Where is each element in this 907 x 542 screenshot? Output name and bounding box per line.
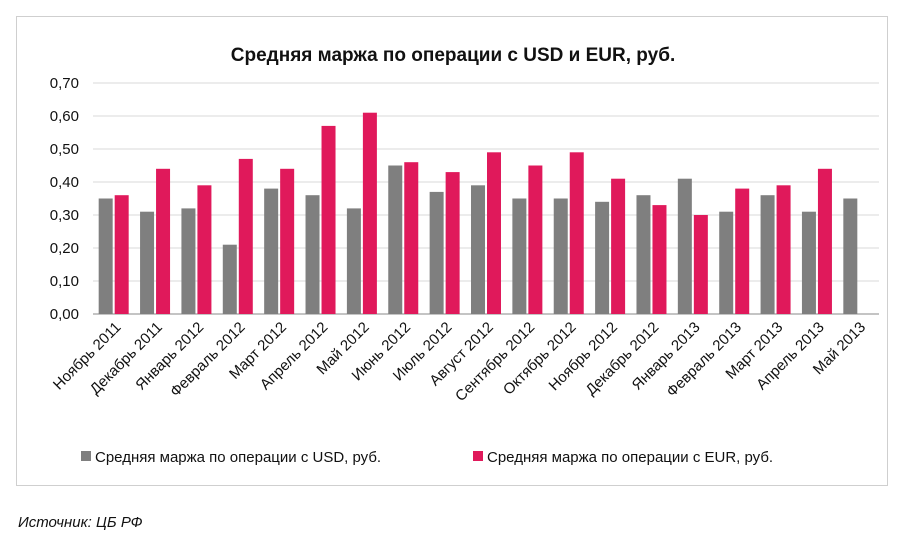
bar-eur bbox=[487, 152, 501, 314]
bar-usd bbox=[305, 195, 320, 314]
legend-swatch-eur bbox=[473, 451, 483, 461]
bar-usd bbox=[719, 211, 734, 314]
bar-eur bbox=[197, 185, 212, 314]
legend-label-eur: Средняя маржа по операции с EUR, руб. bbox=[487, 449, 773, 466]
bar-eur bbox=[569, 152, 584, 314]
bar-eur bbox=[362, 112, 377, 314]
bar-usd bbox=[98, 198, 113, 314]
bar-usd bbox=[388, 165, 403, 314]
bar-usd bbox=[636, 195, 651, 314]
y-tick-label: 0,30 bbox=[50, 207, 79, 224]
bar-eur bbox=[652, 205, 667, 314]
bar-chart: Средняя маржа по операции с USD и EUR, р… bbox=[50, 45, 879, 466]
bar-usd bbox=[801, 211, 816, 314]
bar-eur bbox=[735, 188, 750, 314]
bar-eur bbox=[238, 158, 253, 314]
bar-usd bbox=[429, 191, 444, 314]
bar-usd bbox=[677, 178, 692, 314]
bar-eur bbox=[445, 172, 460, 314]
legend-swatch-usd bbox=[81, 451, 91, 461]
bar-usd bbox=[471, 185, 485, 314]
y-tick-label: 0,00 bbox=[50, 306, 79, 323]
bar-usd bbox=[264, 188, 279, 314]
legend: Средняя маржа по операции с USD, руб. Сре… bbox=[81, 449, 773, 466]
bar-usd bbox=[553, 198, 568, 314]
bar-usd bbox=[346, 208, 361, 314]
bar-eur bbox=[776, 185, 791, 314]
bar-usd bbox=[512, 198, 527, 314]
bar-usd bbox=[843, 198, 858, 314]
x-tick-label: Октябрь 2012 bbox=[500, 319, 580, 399]
source-note: Источник: ЦБ РФ bbox=[18, 514, 143, 531]
bar-eur bbox=[404, 162, 419, 314]
bars bbox=[98, 112, 858, 315]
bar-eur bbox=[817, 168, 832, 314]
bar-eur bbox=[321, 125, 336, 315]
chart-frame: Средняя маржа по операции с USD и EUR, р… bbox=[16, 16, 888, 486]
bar-eur bbox=[156, 168, 171, 314]
bar-usd bbox=[760, 195, 775, 314]
y-tick-label: 0,70 bbox=[50, 75, 79, 92]
bar-usd bbox=[181, 208, 196, 314]
chart-title: Средняя маржа по операции с USD и EUR, р… bbox=[231, 45, 675, 66]
bar-eur bbox=[114, 195, 129, 314]
bar-usd bbox=[595, 201, 610, 314]
y-tick-label: 0,60 bbox=[50, 108, 79, 125]
bar-usd bbox=[140, 211, 155, 314]
y-tick-label: 0,40 bbox=[50, 174, 79, 191]
y-tick-label: 0,10 bbox=[50, 273, 79, 290]
bar-eur bbox=[528, 165, 543, 314]
x-tick-label: Декабрь 2011 bbox=[87, 319, 166, 398]
y-tick-label: 0,50 bbox=[50, 141, 79, 158]
y-axis: 0,00 0,10 0,20 0,30 0,40 0,50 0,60 0,70 bbox=[50, 75, 79, 323]
y-tick-label: 0,20 bbox=[50, 240, 79, 257]
bar-eur bbox=[280, 168, 295, 314]
bar-eur bbox=[693, 215, 708, 314]
bar-usd bbox=[222, 244, 237, 314]
bar-eur bbox=[611, 178, 626, 314]
legend-label-usd: Средняя маржа по операции с USD, руб. bbox=[95, 449, 381, 466]
